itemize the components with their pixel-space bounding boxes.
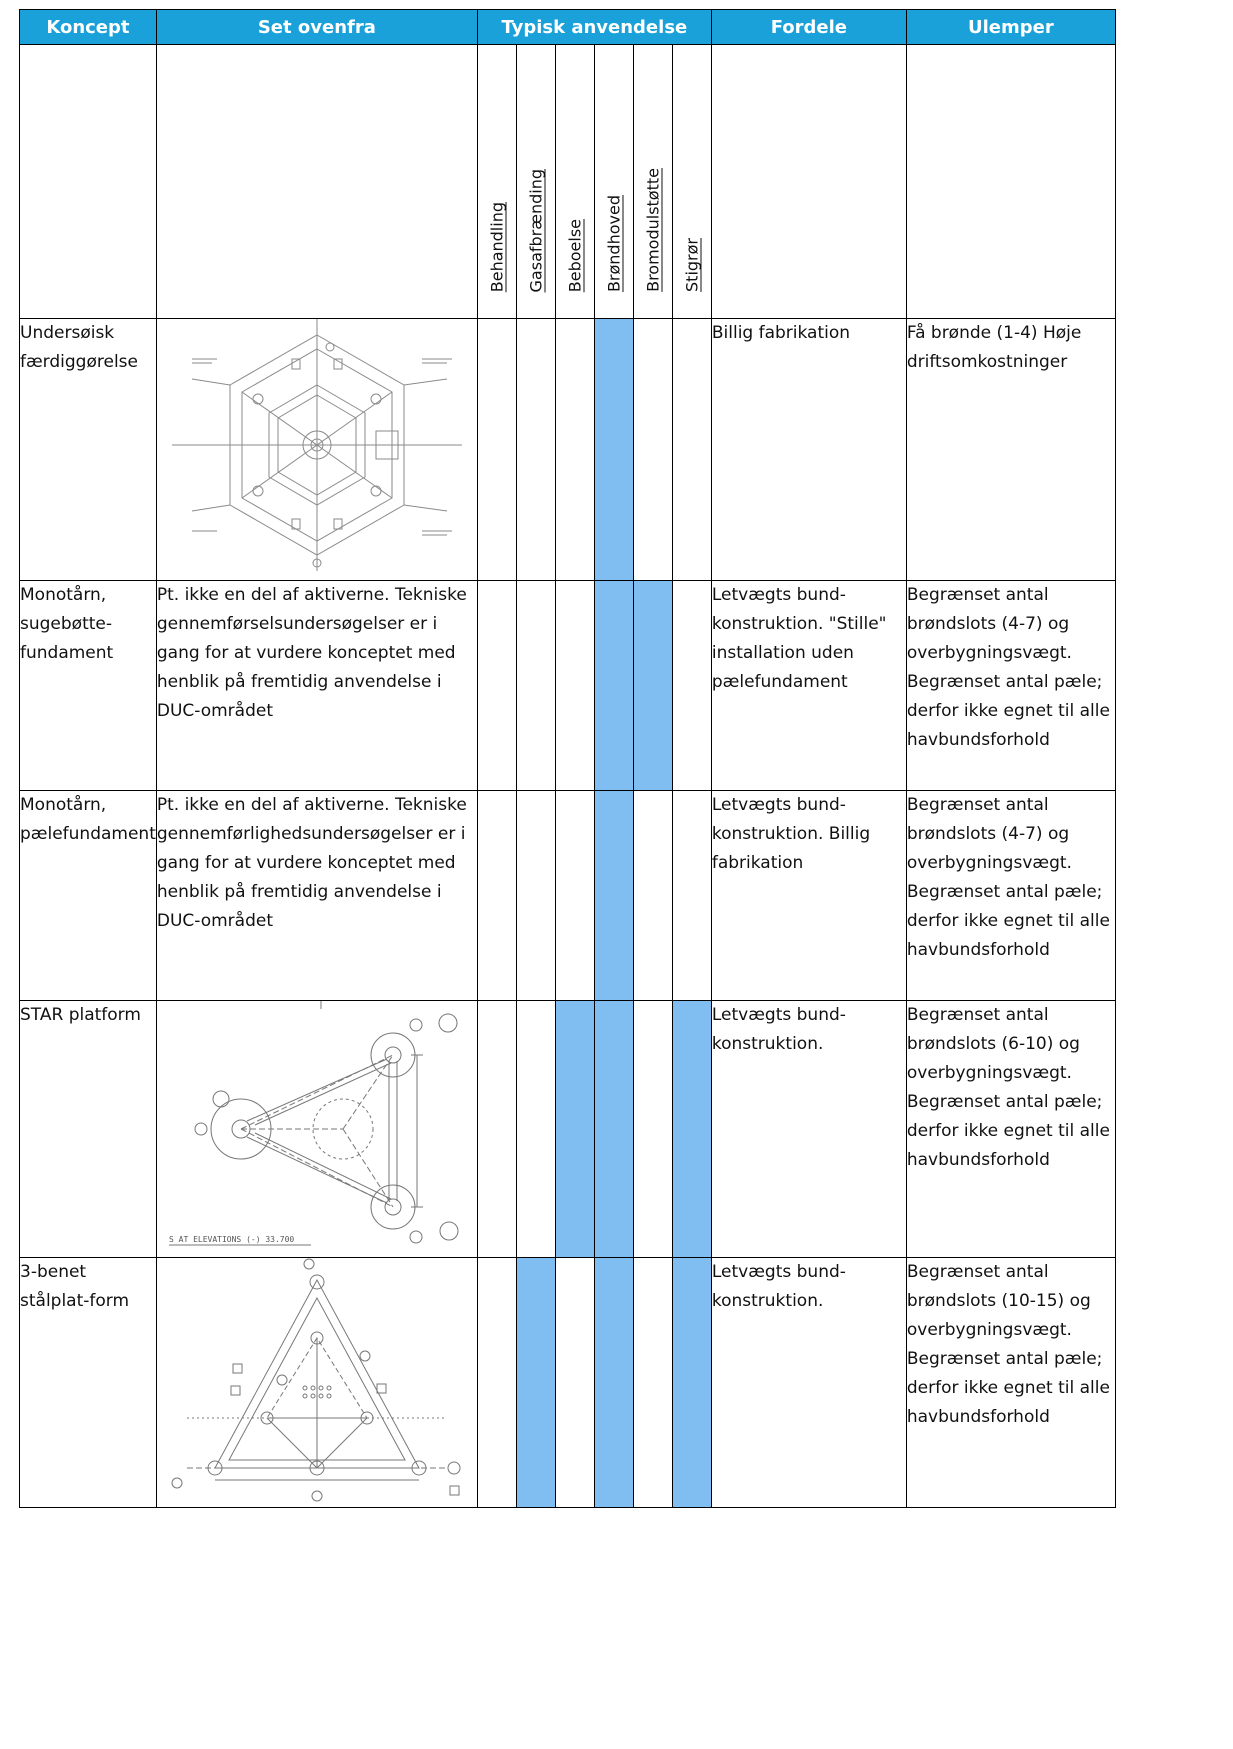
usage-label-row: Behandling Gasafbrænding Beboelse Brøndh… [19, 44, 1116, 319]
header-row: Koncept Set ovenfra Typisk anvendelse Fo… [19, 9, 1116, 45]
usage-cell [515, 790, 556, 1001]
fordele-cell: Billig fabrikation [710, 318, 907, 581]
usage-cell [554, 790, 595, 1001]
usage-label-beboelse: Beboelse [565, 218, 585, 292]
usage-cell [554, 580, 595, 791]
usage-cell [671, 1257, 712, 1508]
concept-row: Monotårn, pælefundament Pt. ikke en del … [19, 790, 1116, 1001]
usage-cell [476, 318, 517, 581]
empty-cell [710, 44, 907, 319]
usage-label-gasafbraending: Gasafbrænding [526, 168, 546, 292]
ulemper-cell: Begrænset antal brøndslots (6-10) og ove… [905, 1000, 1116, 1258]
drawing-caption: S AT ELEVATIONS (-) 33.700 [169, 1235, 294, 1244]
usage-header-cell: Stigrør [671, 44, 712, 319]
usage-cell [671, 318, 712, 581]
top-view-text: Pt. ikke en del af aktiverne. Tekniske g… [155, 790, 478, 1001]
usage-cell [632, 318, 673, 581]
fordele-cell: Letvægts bund-konstruktion. "Stille" ins… [710, 580, 907, 791]
top-view-text: Pt. ikke en del af aktiverne. Tekniske g… [155, 580, 478, 791]
fordele-cell: Letvægts bund-konstruktion. Billig fabri… [710, 790, 907, 1001]
usage-header-cell: Beboelse [554, 44, 595, 319]
ulemper-cell: Begrænset antal brøndslots (4-7) og over… [905, 580, 1116, 791]
usage-header-cell: Behandling [476, 44, 517, 319]
concept-table: Koncept Set ovenfra Typisk anvendelse Fo… [19, 9, 1116, 1508]
empty-cell [155, 44, 478, 319]
fordele-cell: Letvægts bund-konstruktion. [710, 1000, 907, 1258]
usage-cell [632, 1257, 673, 1508]
usage-cell [632, 790, 673, 1001]
usage-label-broendhoved: Brøndhoved [604, 194, 624, 292]
usage-cell [554, 1257, 595, 1508]
usage-cell [593, 1000, 634, 1258]
header-typisk-anvendelse: Typisk anvendelse [476, 9, 712, 45]
usage-label-bromodulstoette: Bromodulstøtte [643, 168, 663, 292]
header-set-ovenfra: Set ovenfra [155, 9, 478, 45]
three-leg-platform-drawing [171, 1258, 461, 1502]
usage-cell [671, 1000, 712, 1258]
header-ulemper: Ulemper [905, 9, 1116, 45]
concept-cell: 3-benet stålplat-form [19, 1257, 157, 1508]
top-view-cell [155, 318, 478, 581]
header-fordele: Fordele [710, 9, 907, 45]
usage-cell [593, 1257, 634, 1508]
header-koncept: Koncept [19, 9, 157, 45]
ulemper-cell: Få brønde (1-4) Høje driftsomkostninger [905, 318, 1116, 581]
usage-cell [515, 1000, 556, 1258]
usage-cell [671, 580, 712, 791]
usage-header-cell: Brøndhoved [593, 44, 634, 319]
usage-cell [632, 580, 673, 791]
concept-row: Undersøisk færdiggørelse [19, 318, 1116, 581]
usage-cell [515, 580, 556, 791]
usage-label-behandling: Behandling [487, 201, 507, 292]
concept-cell: Undersøisk færdiggørelse [19, 318, 157, 581]
usage-cell [593, 580, 634, 791]
usage-cell [515, 1257, 556, 1508]
usage-cell [632, 1000, 673, 1258]
concept-cell: STAR platform [19, 1000, 157, 1258]
empty-cell [19, 44, 157, 319]
usage-cell [554, 1000, 595, 1258]
empty-cell [905, 44, 1116, 319]
star-platform-drawing: S AT ELEVATIONS (-) 33.700 [168, 1001, 459, 1246]
usage-header-cell: Gasafbrænding [515, 44, 556, 319]
usage-cell [476, 580, 517, 791]
subsea-template-drawing [171, 319, 462, 571]
usage-cell [554, 318, 595, 581]
usage-header-cell: Bromodulstøtte [632, 44, 673, 319]
usage-cell [671, 790, 712, 1001]
usage-cell [476, 1000, 517, 1258]
usage-label-stigroer: Stigrør [682, 238, 702, 292]
concept-row: Monotårn, sugebøtte-fundament Pt. ikke e… [19, 580, 1116, 791]
usage-cell [515, 318, 556, 581]
concept-cell: Monotårn, pælefundament [19, 790, 157, 1001]
ulemper-cell: Begrænset antal brøndslots (10-15) og ov… [905, 1257, 1116, 1508]
usage-cell [593, 318, 634, 581]
ulemper-cell: Begrænset antal brøndslots (4-7) og over… [905, 790, 1116, 1001]
concept-cell: Monotårn, sugebøtte-fundament [19, 580, 157, 791]
concept-row: 3-benet stålplat-form [19, 1257, 1116, 1508]
top-view-cell [155, 1257, 478, 1508]
fordele-cell: Letvægts bund-konstruktion. [710, 1257, 907, 1508]
concept-row: STAR platform [19, 1000, 1116, 1258]
top-view-cell: S AT ELEVATIONS (-) 33.700 [155, 1000, 478, 1258]
usage-cell [476, 1257, 517, 1508]
usage-cell [476, 790, 517, 1001]
usage-cell [593, 790, 634, 1001]
